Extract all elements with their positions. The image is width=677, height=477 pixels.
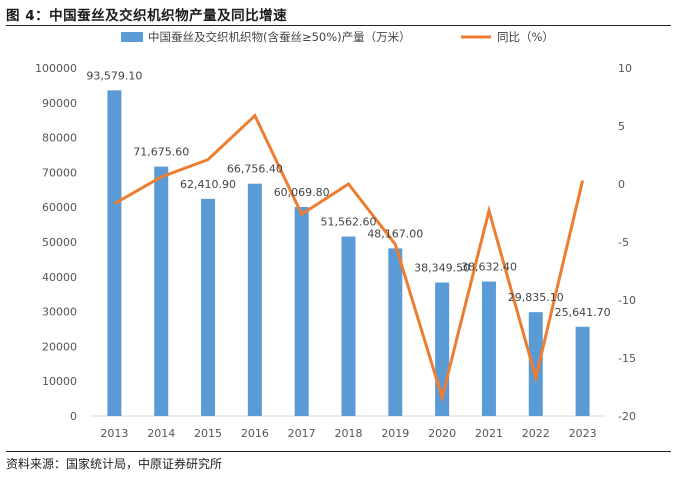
y-right-tick-label: -5 xyxy=(618,236,629,249)
bar-data-label: 60,069.80 xyxy=(274,186,330,199)
bar-data-label: 51,562.60 xyxy=(321,216,377,229)
bar xyxy=(481,281,496,416)
bar-data-label: 48,167.00 xyxy=(367,227,423,240)
bar xyxy=(154,166,169,416)
x-tick-label: 2019 xyxy=(381,427,409,440)
legend-bar-label: 中国蚕丝及交织机织物(含蚕丝≥50%)产量（万米） xyxy=(148,30,411,44)
bar-data-label: 38,632.40 xyxy=(461,261,517,274)
y-left-tick-label: 50000 xyxy=(42,236,77,249)
bar xyxy=(201,198,216,416)
y-right-tick-label: -10 xyxy=(618,294,636,307)
line-series xyxy=(113,113,585,403)
x-tick-label: 2023 xyxy=(569,427,597,440)
x-tick-label: 2013 xyxy=(100,427,128,440)
y-left-tick-label: 30000 xyxy=(42,306,77,319)
y-left-tick-label: 90000 xyxy=(42,97,77,110)
x-tick-label: 2016 xyxy=(241,427,269,440)
legend-line-label: 同比（%） xyxy=(497,30,554,44)
bar-data-label: 29,835.10 xyxy=(508,291,564,304)
bar-data-label: 71,675.60 xyxy=(133,146,189,159)
bar-data-label: 66,756.40 xyxy=(227,163,283,176)
source-note: 资料来源：国家统计局，中原证券研究所 xyxy=(6,457,223,471)
x-tick-label: 2020 xyxy=(428,427,456,440)
legend: 中国蚕丝及交织机织物(含蚕丝≥50%)产量（万米） 同比（%） xyxy=(121,30,554,44)
bar-data-label: 38,349.50 xyxy=(414,262,470,275)
bar-data-label: 93,579.10 xyxy=(86,69,142,82)
x-tick-label: 2018 xyxy=(335,427,363,440)
bar xyxy=(575,326,590,416)
bar xyxy=(107,90,122,417)
y-right-tick-label: -20 xyxy=(618,410,636,423)
bar xyxy=(528,312,543,416)
bar-data-label: 62,410.90 xyxy=(180,178,236,191)
y-left-tick-label: 80000 xyxy=(42,132,77,145)
x-tick-label: 2015 xyxy=(194,427,222,440)
y-left-tick-label: 100000 xyxy=(35,62,77,75)
bar-data-label: 25,641.70 xyxy=(555,306,611,319)
axes: 0 10000 20000 30000 40000 50000 60000 70000 8000… xyxy=(35,62,636,440)
y-right-tick-label: 5 xyxy=(618,120,625,133)
bar xyxy=(247,183,262,416)
y-left-tick-label: 0 xyxy=(70,410,77,423)
y-left-tick-label: 10000 xyxy=(42,375,77,388)
y-left-tick-label: 70000 xyxy=(42,166,77,179)
bar xyxy=(388,248,403,416)
y-right-tick-label: -15 xyxy=(618,352,636,365)
data-labels: 93,579.10 71,675.60 62,410.90 66,756.40 60,0… xyxy=(86,69,610,318)
y-left-tick-label: 20000 xyxy=(42,340,77,353)
x-tick-label: 2017 xyxy=(288,427,316,440)
y-right-tick-label: 10 xyxy=(618,62,632,75)
bar xyxy=(341,236,356,416)
y-left-tick-label: 40000 xyxy=(42,271,77,284)
y-left-tick-label: 60000 xyxy=(42,201,77,214)
combo-chart: 中国蚕丝及交织机织物(含蚕丝≥50%)产量（万米） 同比（%） 0 10000 20… xyxy=(35,30,636,440)
x-tick-label: 2022 xyxy=(522,427,550,440)
y-right-tick-label: 0 xyxy=(618,178,625,191)
source-rule xyxy=(6,451,671,452)
legend-bar-swatch xyxy=(121,32,143,42)
bar-series xyxy=(107,90,590,417)
title-rule xyxy=(6,25,671,26)
x-tick-label: 2021 xyxy=(475,427,503,440)
bar xyxy=(294,206,309,416)
x-tick-label: 2014 xyxy=(147,427,175,440)
figure-title: 图 4：中国蚕丝及交织机织物产量及同比增速 xyxy=(6,8,288,24)
